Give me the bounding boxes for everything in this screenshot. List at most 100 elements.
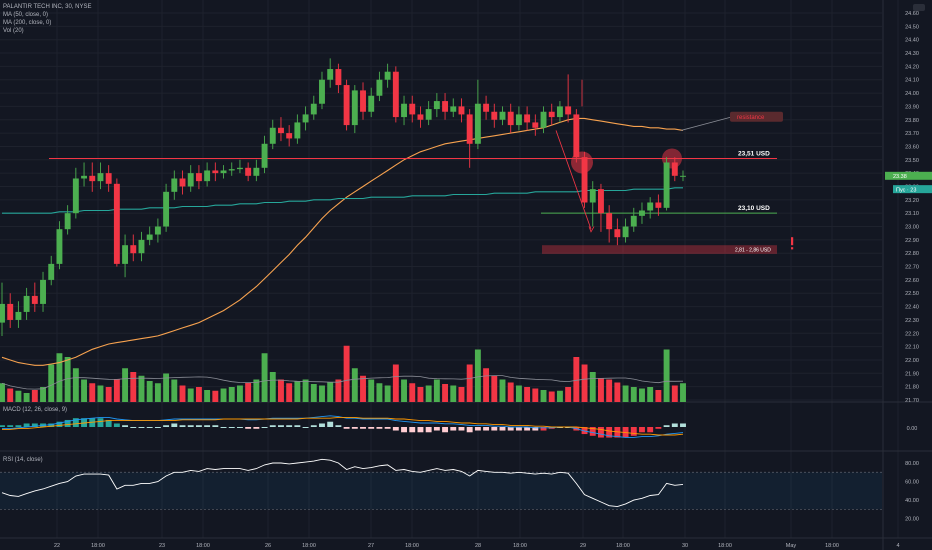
rsi-tick: 80.00 [905, 461, 919, 467]
currency-badge [913, 4, 925, 11]
candle-body [647, 202, 654, 211]
price-tick: 22.30 [905, 318, 919, 324]
macd-histogram-bar [663, 425, 670, 427]
candle-body [15, 311, 22, 320]
candle-body [573, 114, 580, 158]
candle-body [335, 69, 342, 86]
candle-body [212, 170, 219, 174]
volume-bar [639, 388, 645, 402]
macd-histogram-bar [507, 427, 514, 431]
macd-histogram-bar [56, 421, 63, 427]
volume-bar [130, 372, 137, 402]
candle-body [0, 303, 5, 323]
volume-bar [392, 364, 399, 402]
candle-body [302, 114, 309, 123]
macd-label[interactable]: MACD (12, 26, close, 9) [3, 407, 68, 413]
candle-body [606, 213, 613, 230]
volume-bar [401, 379, 407, 402]
price-tick: 22.60 [905, 278, 919, 284]
candle-body [31, 295, 38, 304]
macd-histogram-bar [97, 418, 104, 427]
candle-body [113, 183, 120, 264]
macd-histogram-bar [639, 427, 645, 433]
candle-body [269, 127, 276, 144]
candle-body [130, 245, 137, 254]
volume-bar [680, 383, 686, 402]
volume-bar [647, 387, 654, 402]
price-tick: 23.00 [905, 225, 919, 231]
indicator-ma50[interactable]: MA (50, close, 0) [3, 12, 49, 18]
candle-body [278, 127, 284, 134]
price-tick: 23.50 [905, 158, 919, 164]
macd-histogram-bar [581, 427, 588, 435]
rsi-pane [0, 458, 882, 510]
levels-annotations: 23,51 USD 23,10 USD 2,81 - 2,86 USD resista… [49, 79, 794, 254]
price-tick: 24.40 [905, 38, 919, 44]
indicator-volume[interactable]: Vol (20) [3, 28, 24, 34]
price-tick: 23.80 [905, 118, 919, 124]
level-label-23-51: 23,51 USD [738, 150, 770, 157]
volume-bars [0, 345, 686, 402]
volume-bar [663, 349, 670, 402]
macd-histogram-bar [171, 423, 178, 427]
candle-body [343, 85, 350, 126]
level-label-23-10: 23,10 USD [738, 205, 770, 212]
macd-histogram-bar [220, 427, 227, 428]
candle-body [294, 122, 301, 139]
macd-histogram-bar [261, 427, 268, 428]
volume-bar [573, 357, 580, 402]
macd-histogram-bar [540, 427, 547, 431]
candle-body [245, 167, 252, 176]
macd-histogram-bar [319, 423, 325, 427]
volume-bar [0, 383, 5, 402]
macd-histogram-bar [187, 425, 194, 427]
macd-histogram-bar [614, 427, 621, 438]
rsi-label[interactable]: RSI (14, close) [3, 457, 43, 463]
volume-bar [23, 393, 30, 402]
macd-histogram-bar [606, 427, 613, 438]
time-tick: 22 [54, 543, 60, 549]
rsi-tick: 20.00 [905, 517, 919, 523]
candle-body [540, 111, 547, 128]
macd-histogram-bar [310, 425, 317, 427]
time-tick: 18:00 [825, 543, 839, 549]
price-tick: 21.90 [905, 371, 919, 377]
volume-bar [351, 368, 358, 402]
rsi-band [0, 472, 882, 510]
macd-histogram-bar [113, 423, 120, 427]
candle-body [491, 111, 498, 120]
alert-marker-bar [791, 237, 794, 246]
time-tick: 18:00 [405, 543, 419, 549]
indicator-ma200[interactable]: MA (200, close, 0) [3, 20, 52, 26]
rsi-tick: 60.00 [905, 480, 919, 486]
volume-bar [671, 385, 678, 402]
macd-histogram-bar [146, 427, 153, 428]
volume-bar [458, 387, 465, 402]
macd-histogram-bar [466, 427, 473, 433]
price-tick: 22.90 [905, 238, 919, 244]
time-tick: 18:00 [196, 543, 210, 549]
candle-body [597, 189, 604, 214]
macd-histogram-bar [401, 427, 407, 433]
volume-bar [204, 390, 211, 402]
macd-histogram-bar [269, 425, 276, 427]
price-tick: 24.00 [905, 91, 919, 97]
volume-bar [138, 375, 145, 402]
candle-body [425, 109, 432, 120]
volume-bar [64, 357, 71, 402]
candle-body [7, 303, 14, 320]
chart-title[interactable]: PALANTIR TECH INC, 30, NYSE [3, 4, 92, 10]
candle-body [261, 143, 268, 168]
candle-body [376, 79, 383, 96]
macd-histogram-bar [499, 427, 506, 431]
time-tick: 18:00 [302, 543, 316, 549]
candle-body [286, 133, 293, 139]
alert-marker-dot [791, 247, 794, 250]
macd-histogram-bar [647, 427, 654, 433]
time-tick: 18:00 [718, 543, 732, 549]
volume-bar [515, 385, 522, 402]
macd-histogram-bar [524, 427, 531, 431]
price-tick: 22.00 [905, 358, 919, 364]
